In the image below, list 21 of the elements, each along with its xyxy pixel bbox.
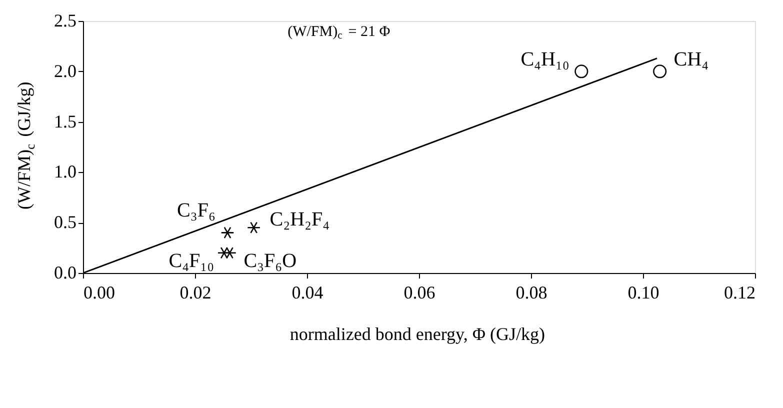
x-tick-label: 0.04 [292,282,324,302]
y-tick-label: 2.5 [54,10,76,30]
x-tick-label: 0.12 [724,282,756,302]
x-tick-label: 0.06 [404,282,436,302]
x-tick-label: 0.08 [516,282,548,302]
y-tick-label: 2.0 [54,60,76,81]
annotation: C₃F₆ [177,200,216,222]
annotation: CH₄ [674,48,709,70]
x-axis-title: normalized bond energy, Φ (GJ/kg) [290,324,546,344]
y-tick-label: 0.5 [54,212,76,232]
y-axis-title: (W/FM)c (GJ/kg) [14,82,38,210]
x-tick-label: 0.10 [628,282,660,302]
y-tick-label: 1.5 [54,111,76,132]
annotation: C₃F₆O [244,250,297,272]
y-tick-label: 1.0 [54,162,76,182]
annotation: C₄F₁₀ [168,250,214,272]
x-tick-label: 0.02 [180,282,212,302]
x-tick-label: 0.00 [84,282,115,302]
y-tick-label: 0.0 [54,262,76,282]
annotation: C₂H₂F₄ [270,208,330,231]
annotation: C₄H₁₀ [520,48,570,70]
